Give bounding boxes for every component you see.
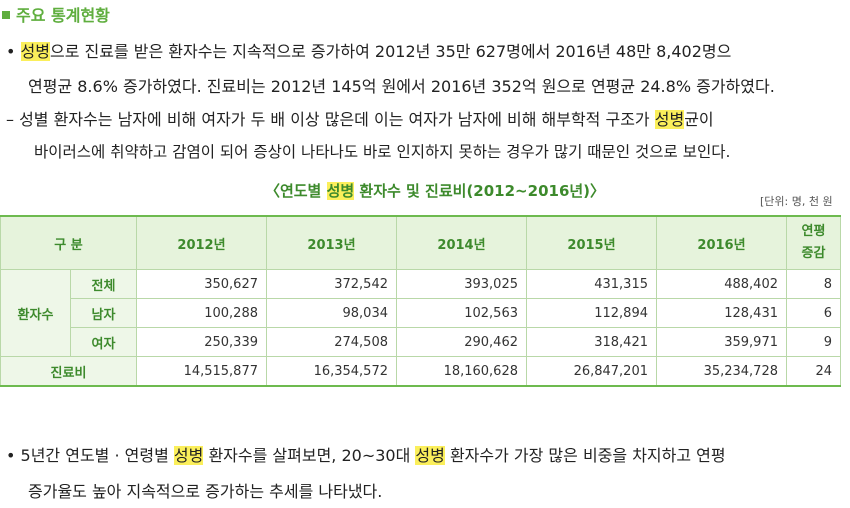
cell: 16,354,572 [266,356,397,387]
cell: 488,402 [656,269,787,299]
cell: 100,288 [136,298,267,328]
highlight-term: 성병 [415,446,445,465]
cell: 393,025 [396,269,527,299]
paragraph-2: • 5년간 연도별 · 연령별 성병 환자수를 살펴보면, 20~30대 성병 … [6,446,726,465]
cell: 14,515,877 [136,356,267,387]
table-row: 환자수 전체 350,627 372,542 393,025 431,315 4… [0,269,841,357]
highlight-term: 성병 [173,446,204,465]
cell: 98,034 [266,298,397,328]
row-label: 전체 [70,269,137,299]
header-year: 2013년 [266,215,397,270]
unit-note: [단위: 명, 천 원 [760,195,833,208]
table-row: 남자 100,288 98,034 102,563 112,894 128,43… [1,298,841,328]
section-title: 주요 통계현황 [16,6,110,25]
dash-note-post: 균이 [684,110,714,129]
group-label: 환자수 [0,269,71,357]
row-label: 남자 [70,298,137,328]
paragraph-2-line2: 증가율도 높아 지속적으로 증가하는 추세를 나타냈다. [28,482,383,501]
section-heading: 주요 통계현황 [2,2,110,28]
cell: 350,627 [136,269,267,299]
header-year: 2015년 [526,215,657,270]
cell: 250,339 [136,327,267,357]
cell: 128,431 [656,298,787,328]
paragraph-1-text: 으로 진료를 받은 환자수는 지속적으로 증가하여 2012년 35만 627명… [49,42,732,61]
row-label: 진료비 [0,356,137,387]
table-caption: 〈연도별 성병 환자수 및 진료비(2012~2016년)〉 [264,182,606,200]
header-year: 2016년 [656,215,787,270]
stats-table: 구 분 2012년 2013년 2014년 2015년 2016년 연평 증감 환… [0,215,841,387]
cell: 290,462 [396,327,527,357]
cell: 35,234,728 [656,356,787,387]
highlight-term: 성병 [326,182,355,200]
square-bullet-icon [2,11,10,19]
cell: 431,315 [526,269,657,299]
dash-note-line2: 바이러스에 취약하고 감염이 되어 증상이 나타나도 바로 인지하지 못하는 경… [34,143,731,161]
dash-note-pre: – 성별 환자수는 남자에 비해 여자가 두 배 이상 많은데 이는 여자가 남… [6,110,655,129]
cell: 8 [786,269,841,299]
cell: 372,542 [266,269,397,299]
highlight-term: 성병 [654,110,685,129]
paragraph-1-line2: 연평균 8.6% 증가하였다. 진료비는 2012년 145억 원에서 2016… [28,77,775,96]
cell: 112,894 [526,298,657,328]
cell: 359,971 [656,327,787,357]
header-year: 2012년 [136,215,267,270]
cell: 102,563 [396,298,527,328]
header-year: 2014년 [396,215,527,270]
header-group: 구 분 [0,215,137,270]
cell: 26,847,201 [526,356,657,387]
dash-note: – 성별 환자수는 남자에 비해 여자가 두 배 이상 많은데 이는 여자가 남… [6,106,714,130]
header-annual-change: 연평 증감 [786,215,841,270]
cell: 318,421 [526,327,657,357]
cell: 274,508 [266,327,397,357]
cell: 18,160,628 [396,356,527,387]
table-row-cost: 진료비 14,515,877 16,354,572 18,160,628 26,… [0,356,841,387]
bullet: • [6,42,16,61]
cell: 6 [786,298,841,328]
table-header-row: 구 분 2012년 2013년 2014년 2015년 2016년 연평 증감 [0,215,841,270]
table-row: 여자 250,339 274,508 290,462 318,421 359,9… [1,327,841,357]
paragraph-1: • 성병으로 진료를 받은 환자수는 지속적으로 증가하여 2012년 35만 … [6,38,731,62]
highlight-term: 성병 [20,42,50,61]
cell: 9 [786,327,841,357]
cell: 24 [786,356,841,387]
row-label: 여자 [70,327,137,357]
